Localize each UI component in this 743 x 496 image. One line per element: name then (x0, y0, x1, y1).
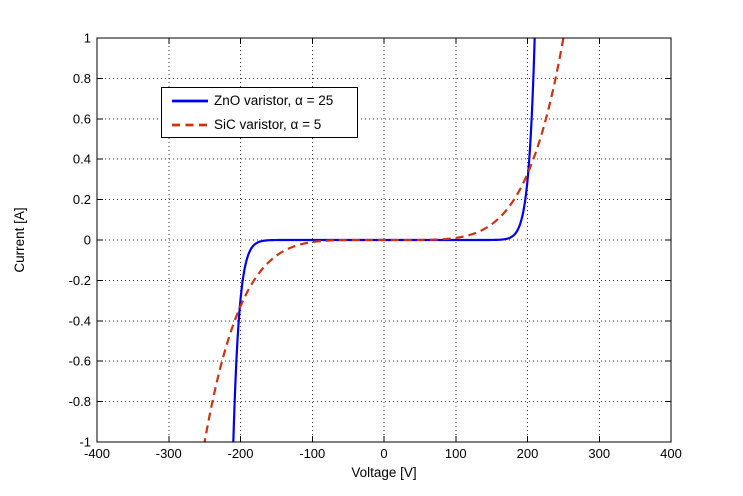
x-axis-label: Voltage [V] (351, 465, 416, 480)
grid-lines (97, 38, 671, 442)
y-tick-label: 0.6 (73, 111, 91, 126)
x-tick-label: 300 (588, 446, 610, 461)
x-tick-label: 100 (445, 446, 467, 461)
y-tick-label: -0.6 (69, 354, 91, 369)
x-tick-label: -200 (227, 446, 253, 461)
y-tick-label: 0.4 (73, 152, 91, 167)
legend-entry-sic: SiC varistor, α = 5 (171, 115, 357, 135)
y-tick-label: 0.2 (73, 192, 91, 207)
tick-labels: -400 -300 -200 -100 0 100 200 300 400 -1 -0.8 -0.6 -… (69, 31, 682, 462)
sic-line-sample-icon (172, 123, 208, 126)
x-tick-label: -400 (84, 446, 110, 461)
axis-frame (96, 37, 672, 443)
legend-label-sic: SiC varistor, α = 5 (214, 116, 322, 132)
x-tick-label: 0 (380, 446, 387, 461)
y-tick-label: 0 (84, 233, 91, 248)
y-tick-label: -1 (79, 435, 91, 450)
y-tick-label: -0.2 (69, 273, 91, 288)
x-tick-label: 400 (660, 446, 682, 461)
sic-curve (203, 38, 565, 442)
y-tick-label: 0.8 (73, 71, 91, 86)
x-tick-label: 200 (517, 446, 539, 461)
legend-entry-zno: ZnO varistor, α = 25 (171, 91, 357, 111)
legend-box: ZnO varistor, α = 25 SiC varistor, α = 5 (161, 87, 358, 138)
x-tick-label: -300 (156, 446, 182, 461)
data-curves (203, 38, 565, 442)
y-axis-label: Current [A] (12, 207, 27, 272)
y-tick-label: -0.8 (69, 394, 91, 409)
y-tick-label: -0.4 (69, 313, 91, 328)
zno-line-sample-icon (172, 99, 208, 102)
y-tick-label: 1 (84, 31, 91, 46)
legend-label-zno: ZnO varistor, α = 25 (214, 92, 334, 108)
x-tick-label: -100 (299, 446, 325, 461)
